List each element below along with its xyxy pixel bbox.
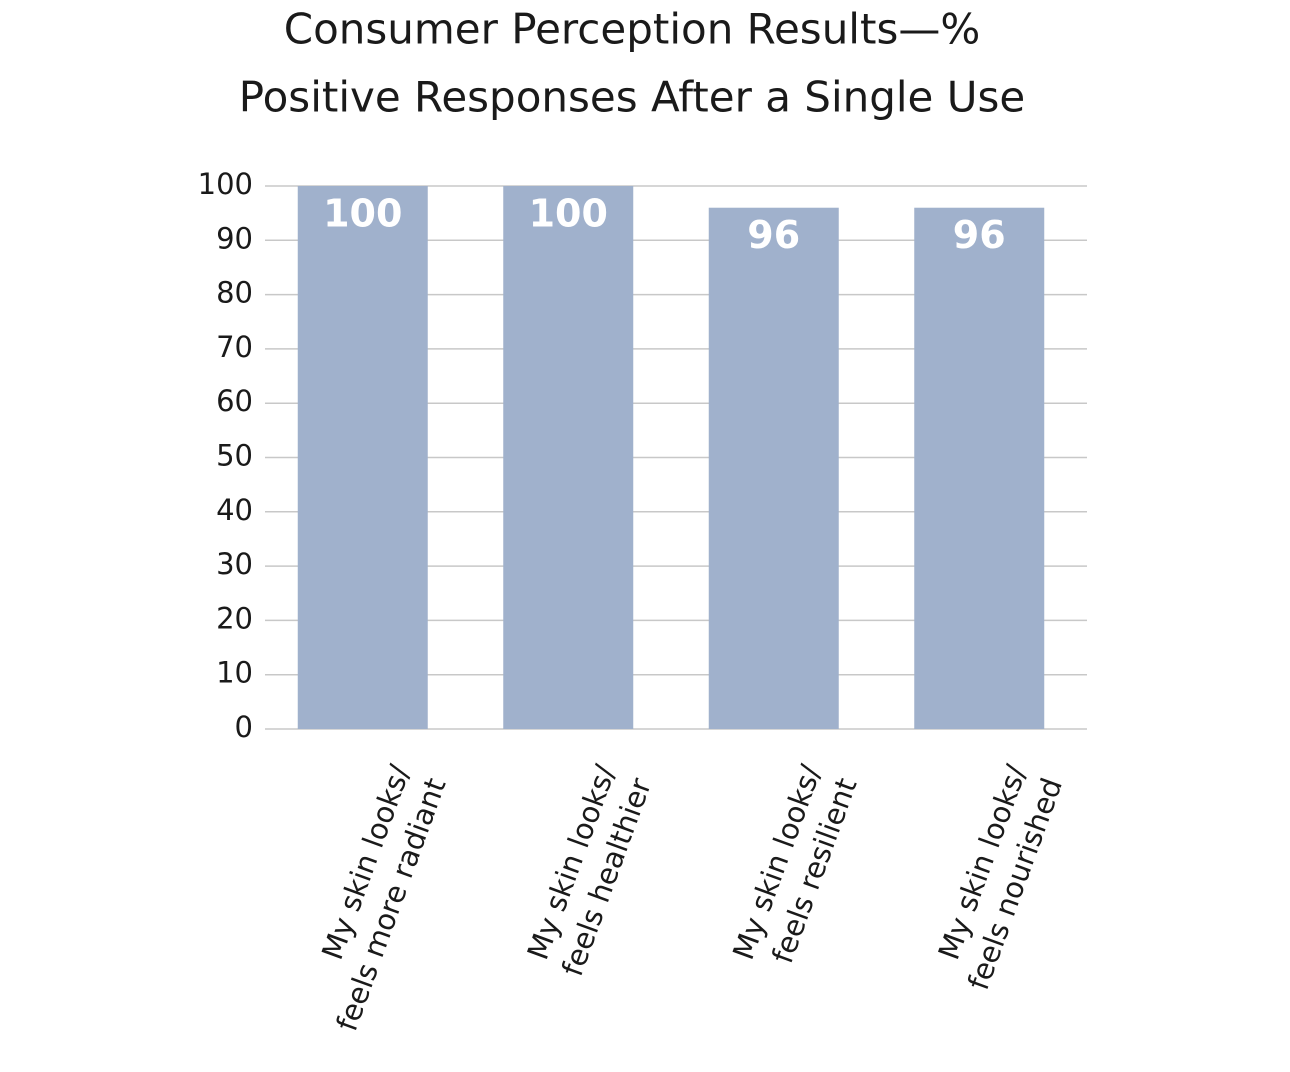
bar [914, 207, 1045, 730]
value-label: 100 [323, 192, 402, 236]
bar [708, 207, 839, 730]
bar [503, 186, 634, 729]
x-tick-label-group: My skin looks/feels resilient [726, 760, 863, 967]
y-tick-label: 30 [216, 547, 253, 581]
value-label: 96 [953, 213, 1006, 257]
value-label: 100 [529, 192, 608, 236]
y-tick-label: 50 [216, 439, 253, 473]
y-tick-label: 60 [216, 384, 253, 418]
y-tick-label: 80 [216, 276, 253, 310]
y-tick-label: 0 [235, 710, 253, 744]
y-tick-label: 40 [216, 493, 253, 527]
chart-title: Positive Responses After a Single Use [239, 73, 1025, 122]
y-tick-label: 10 [216, 656, 253, 690]
chart-title: Consumer Perception Results—% [284, 5, 981, 54]
y-tick-label: 20 [216, 601, 253, 635]
bar [297, 186, 428, 729]
x-tick-label-group: My skin looks/feels healthier [521, 760, 659, 980]
x-tick-label-group: My skin looks/feels more radiant [315, 760, 452, 1035]
y-tick-label: 90 [216, 221, 253, 255]
x-tick-label-group: My skin looks/feels nourished [932, 760, 1069, 994]
y-tick-label: 100 [198, 167, 253, 201]
value-label: 96 [747, 213, 800, 257]
y-tick-label: 70 [216, 330, 253, 364]
